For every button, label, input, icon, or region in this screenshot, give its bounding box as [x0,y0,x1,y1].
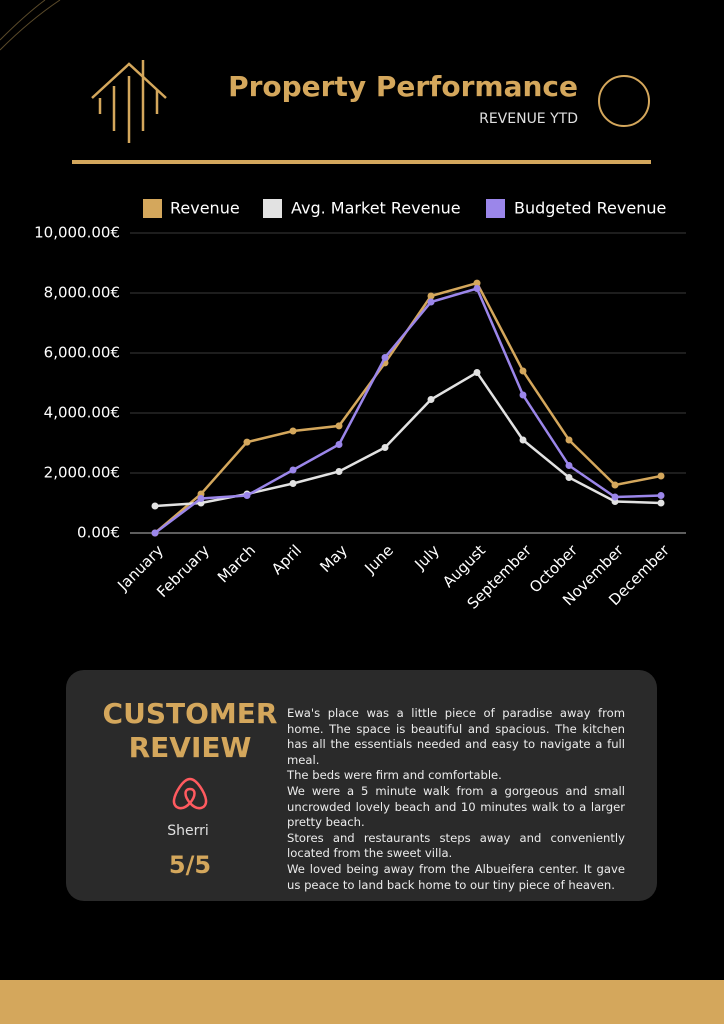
point [427,396,435,403]
review-paragraph: The beds were firm and comfortable. [287,768,502,783]
point [519,367,527,375]
footer-bar [0,980,724,1024]
review-paragraph: Ewa's place was a little piece of paradi… [287,706,625,767]
y-tick-label: 0.00€ [77,524,120,542]
point [243,492,251,499]
x-tick-label: June [360,541,397,578]
point [381,444,389,451]
point [381,354,389,361]
point [335,441,343,448]
point [611,481,619,489]
point [473,369,481,376]
x-tick-label: May [316,541,351,576]
point [473,279,481,287]
x-tick-label: March [214,541,259,586]
point [427,298,435,306]
point [289,480,297,487]
reviewer-name: Sherri [167,823,209,839]
point [657,499,665,507]
point [657,492,665,499]
point [565,474,573,481]
title: Property Performance [228,70,578,103]
point [519,436,527,444]
legend-swatch [143,199,162,218]
review-heading: REVIEW [129,731,252,764]
y-tick-label: 10,000.00€ [34,224,120,242]
legend-label: Revenue [170,199,240,218]
point [151,502,159,510]
legend-swatch [263,199,282,218]
line [154,370,662,508]
point [611,493,619,501]
rating: 5/5 [169,851,211,879]
y-tick-label: 6,000.00€ [44,344,120,362]
point [657,472,665,480]
point [473,285,481,292]
point [519,391,527,399]
review-heading: CUSTOMER [103,697,278,730]
y-tick-label: 4,000.00€ [44,404,120,422]
point [289,466,297,474]
review-paragraph: We loved being away from the Albueifera … [287,861,625,892]
y-tick-label: 2,000.00€ [44,464,120,482]
point [289,427,297,435]
review-text: Ewa's place was a little piece of paradi… [287,706,625,893]
subtitle: REVENUE YTD [479,111,578,127]
corner-decoration [0,0,61,51]
point [565,462,573,469]
y-tick-label: 8,000.00€ [44,284,120,302]
point [151,529,159,537]
series [151,285,665,537]
point [565,436,573,444]
point [335,468,343,475]
x-tick-label: April [268,541,305,578]
line [154,286,662,534]
circle-decoration [598,75,650,127]
point [335,422,343,430]
legend-label: Avg. Market Revenue [291,199,461,218]
point [197,495,205,502]
house-logo [91,60,167,143]
x-tick-label: July [410,541,443,574]
review-card [66,670,657,901]
point [427,292,435,300]
review-paragraph: Stores and restaurants steps away and co… [287,830,625,861]
legend-label: Budgeted Revenue [514,199,666,218]
point [243,438,251,446]
airbnb-icon [172,777,208,810]
series [151,369,665,510]
review-paragraph: We were a 5 minute walk from a gorgeous … [287,783,625,830]
legend-swatch [486,199,505,218]
